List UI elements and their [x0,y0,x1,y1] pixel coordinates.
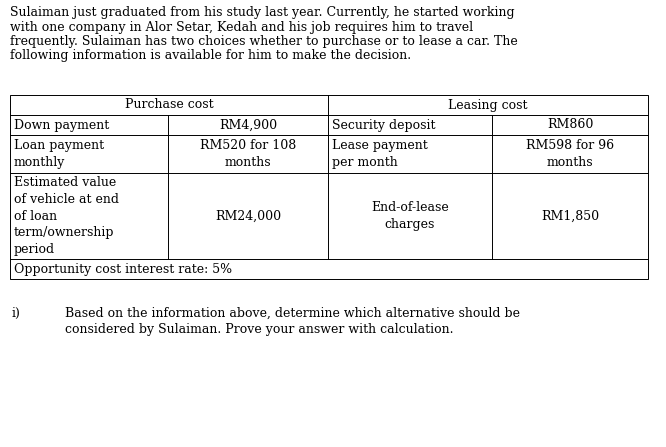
Text: i): i) [12,307,21,320]
Text: Purchase cost: Purchase cost [125,98,213,111]
Text: RM4,900: RM4,900 [219,118,277,131]
Text: Security deposit: Security deposit [332,118,436,131]
Text: following information is available for him to make the decision.: following information is available for h… [10,50,411,63]
Text: RM1,850: RM1,850 [541,210,599,223]
Text: RM520 for 108
months: RM520 for 108 months [200,139,296,169]
Text: Based on the information above, determine which alternative should be: Based on the information above, determin… [65,307,520,320]
Text: RM598 for 96
months: RM598 for 96 months [526,139,614,169]
Text: Down payment: Down payment [14,118,109,131]
Text: Estimated value
of vehicle at end
of loan
term/ownership
period: Estimated value of vehicle at end of loa… [14,176,119,256]
Text: considered by Sulaiman. Prove your answer with calculation.: considered by Sulaiman. Prove your answe… [65,322,454,336]
Bar [10,95,648,279]
Text: with one company in Alor Setar, Kedah and his job requires him to travel: with one company in Alor Setar, Kedah an… [10,21,473,34]
Text: frequently. Sulaiman has two choices whether to purchase or to lease a car. The: frequently. Sulaiman has two choices whe… [10,35,517,48]
Text: End-of-lease
charges: End-of-lease charges [371,201,449,231]
Text: Lease payment
per month: Lease payment per month [332,139,428,169]
Text: Sulaiman just graduated from his study last year. Currently, he started working: Sulaiman just graduated from his study l… [10,6,515,19]
Text: Leasing cost: Leasing cost [448,98,527,111]
Text: Opportunity cost interest rate: 5%: Opportunity cost interest rate: 5% [14,262,232,275]
Text: RM860: RM860 [547,118,593,131]
Text: Loan payment
monthly: Loan payment monthly [14,139,104,169]
Text: RM24,000: RM24,000 [215,210,281,223]
